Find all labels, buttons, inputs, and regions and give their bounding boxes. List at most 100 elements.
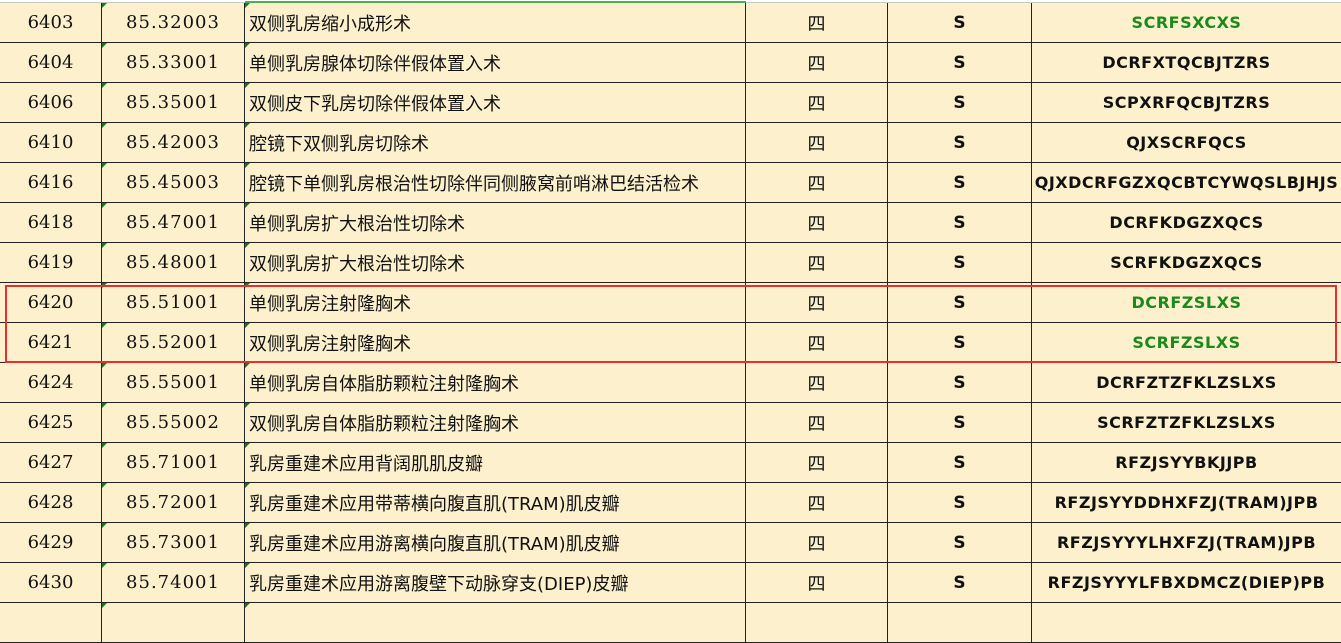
cell-name[interactable]: 双侧乳房注射隆胸术: [245, 323, 746, 362]
cell-level[interactable]: 四: [746, 443, 888, 482]
cell-type[interactable]: S: [888, 123, 1032, 162]
cell-abbr[interactable]: RFZJSYYYLHXFZJ(TRAM)JPB: [1056, 533, 1317, 552]
cell-code[interactable]: 85.45003: [102, 163, 245, 202]
cell-id[interactable]: 6419: [0, 243, 102, 282]
cell-type[interactable]: S: [888, 243, 1032, 282]
cell-type[interactable]: S: [888, 483, 1032, 522]
cell-id[interactable]: 6418: [0, 203, 102, 242]
cell-id[interactable]: 6410: [0, 123, 102, 162]
cell-type[interactable]: S: [888, 403, 1032, 442]
cell-code[interactable]: 85.55002: [102, 403, 245, 442]
cell-code[interactable]: 85.32003: [102, 3, 245, 42]
cell-abbr[interactable]: QJXDCRFGZXQCBTCYWQSLBJHJS: [1034, 173, 1339, 192]
cell-code[interactable]: 85.42003: [102, 123, 245, 162]
cell-type[interactable]: S: [888, 203, 1032, 242]
cell-name[interactable]: 单侧乳房自体脂肪颗粒注射隆胸术: [245, 363, 746, 402]
cell-type[interactable]: S: [888, 563, 1032, 602]
cell-id[interactable]: 6420: [0, 283, 102, 322]
cell-abbr[interactable]: DCRFXTQCBJTZRS: [1102, 53, 1271, 72]
cell-code[interactable]: [102, 603, 245, 642]
cell-code[interactable]: 85.51001: [102, 283, 245, 322]
cell-name[interactable]: [245, 603, 746, 642]
cell-abbr[interactable]: RFZJSYYYLFBXDMCZ(DⅠEP)PB: [1047, 573, 1326, 592]
cell-level[interactable]: 四: [746, 363, 888, 402]
cell-level[interactable]: 四: [746, 83, 888, 122]
cell-abbr[interactable]: DCRFZTZFKLZSLXS: [1096, 373, 1277, 392]
cell-id[interactable]: 6430: [0, 563, 102, 602]
cell-name[interactable]: 乳房重建术应用游离横向腹直肌(TRAM)肌皮瓣: [245, 523, 746, 562]
cell-abbr[interactable]: SCRFZSLXS: [1132, 333, 1241, 352]
table-row: 6410 85.42003 腔镜下双侧乳房切除术四 S QJXSCRFQCS: [0, 123, 1341, 163]
cell-level[interactable]: 四: [746, 483, 888, 522]
cell-name[interactable]: 乳房重建术应用背阔肌肌皮瓣: [245, 443, 746, 482]
cell-level[interactable]: 四: [746, 323, 888, 362]
cell-level[interactable]: 四: [746, 43, 888, 82]
cell-type[interactable]: S: [888, 323, 1032, 362]
cell-name[interactable]: 腔镜下单侧乳房根治性切除伴同侧腋窝前哨淋巴结活检术: [245, 163, 746, 202]
cell-type[interactable]: S: [888, 83, 1032, 122]
cell-type[interactable]: S: [888, 443, 1032, 482]
cell-level[interactable]: 四: [746, 163, 888, 202]
cell-id[interactable]: 6425: [0, 403, 102, 442]
cell-id[interactable]: 6429: [0, 523, 102, 562]
cell-type[interactable]: S: [888, 163, 1032, 202]
cell-code[interactable]: 85.74001: [102, 563, 245, 602]
cell-id[interactable]: 6427: [0, 443, 102, 482]
cell-code[interactable]: 85.72001: [102, 483, 245, 522]
cell-abbr[interactable]: SCRFZTZFKLZSLXS: [1097, 413, 1276, 432]
cell-id[interactable]: [0, 603, 102, 642]
cell-level[interactable]: 四: [746, 523, 888, 562]
cell-abbr[interactable]: RFZJSYYBKJJPB: [1115, 453, 1258, 472]
cell-abbr[interactable]: SCPXRFQCBJTZRS: [1102, 93, 1271, 112]
cell-type[interactable]: S: [888, 363, 1032, 402]
cell-code[interactable]: 85.52001: [102, 323, 245, 362]
cell-name[interactable]: 单侧乳房扩大根治性切除术: [245, 203, 746, 242]
cell-id[interactable]: 6428: [0, 483, 102, 522]
cell-id[interactable]: 6421: [0, 323, 102, 362]
cell-id[interactable]: 6403: [0, 3, 102, 42]
cell-name[interactable]: 双侧皮下乳房切除伴假体置入术: [245, 83, 746, 122]
cell-name[interactable]: 乳房重建术应用游离腹壁下动脉穿支(DIEP)皮瓣: [245, 563, 746, 602]
cell-code[interactable]: 85.48001: [102, 243, 245, 282]
cell-type[interactable]: S: [888, 3, 1032, 42]
cell-id[interactable]: 6416: [0, 163, 102, 202]
cell-level[interactable]: 四: [746, 3, 888, 42]
table-row: 6428 85.72001 乳房重建术应用带蒂横向腹直肌(TRAM)肌皮瓣四 S RFZ…: [0, 483, 1341, 523]
cell-name[interactable]: 乳房重建术应用带蒂横向腹直肌(TRAM)肌皮瓣: [245, 483, 746, 522]
cell-abbr[interactable]: SCRFKDGZXQCS: [1110, 253, 1263, 272]
cell-level[interactable]: 四: [746, 203, 888, 242]
cell-id[interactable]: 6404: [0, 43, 102, 82]
cell-level[interactable]: 四: [746, 563, 888, 602]
cell-level[interactable]: 四: [746, 403, 888, 442]
cell-name[interactable]: 双侧乳房缩小成形术: [245, 3, 746, 42]
cell-name[interactable]: 双侧乳房扩大根治性切除术: [245, 243, 746, 282]
cell-level[interactable]: 四: [746, 283, 888, 322]
cell-abbr[interactable]: RFZJSYYDDHXFZJ(TRAM)JPB: [1054, 493, 1319, 512]
cell-type[interactable]: [888, 603, 1032, 642]
cell-code[interactable]: 85.47001: [102, 203, 245, 242]
cell-code[interactable]: 85.73001: [102, 523, 245, 562]
cell-id[interactable]: 6406: [0, 83, 102, 122]
cell-code[interactable]: 85.71001: [102, 443, 245, 482]
cell-code[interactable]: 85.33001: [102, 43, 245, 82]
cell-name[interactable]: 双侧乳房自体脂肪颗粒注射隆胸术: [245, 403, 746, 442]
cell-abbr[interactable]: QJXSCRFQCS: [1126, 133, 1247, 152]
cell-type[interactable]: S: [888, 283, 1032, 322]
cell-code[interactable]: 85.55001: [102, 363, 245, 402]
cell-abbr[interactable]: SCRFSXCXS: [1131, 13, 1242, 32]
cell-level[interactable]: 四: [746, 123, 888, 162]
table-row: 6430 85.74001 乳房重建术应用游离腹壁下动脉穿支(DIEP)皮瓣四 S RF…: [0, 563, 1341, 603]
cell-level[interactable]: 四: [746, 243, 888, 282]
cell-abbr[interactable]: DCRFZSLXS: [1131, 293, 1242, 312]
cell-type[interactable]: S: [888, 523, 1032, 562]
cell-id[interactable]: 6424: [0, 363, 102, 402]
cell-name[interactable]: 单侧乳房腺体切除伴假体置入术: [245, 43, 746, 82]
cell-name[interactable]: 单侧乳房注射隆胸术: [245, 283, 746, 322]
cell-name[interactable]: 腔镜下双侧乳房切除术: [245, 123, 746, 162]
cell-level[interactable]: [746, 603, 888, 642]
cell-type[interactable]: S: [888, 43, 1032, 82]
cell-code[interactable]: 85.35001: [102, 83, 245, 122]
cell-abbr[interactable]: [1032, 603, 1341, 642]
cell-abbr[interactable]: DCRFKDGZXQCS: [1109, 213, 1264, 232]
